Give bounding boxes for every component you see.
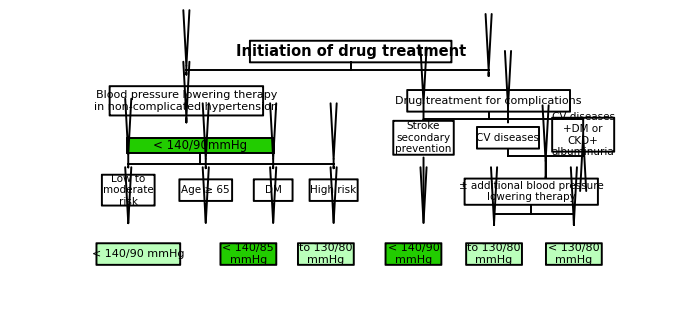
FancyBboxPatch shape	[102, 175, 155, 206]
FancyBboxPatch shape	[179, 179, 232, 201]
FancyBboxPatch shape	[310, 179, 358, 201]
Text: Initiation of drug treatment: Initiation of drug treatment	[236, 44, 466, 59]
Text: Stroke
secondary
prevention: Stroke secondary prevention	[395, 121, 451, 154]
FancyBboxPatch shape	[466, 243, 522, 265]
Text: to 130/80
mmHg: to 130/80 mmHg	[467, 243, 521, 265]
FancyBboxPatch shape	[110, 86, 263, 116]
FancyBboxPatch shape	[127, 138, 274, 153]
FancyBboxPatch shape	[552, 118, 614, 152]
Text: to 130/80
mmHg: to 130/80 mmHg	[299, 243, 353, 265]
FancyBboxPatch shape	[221, 243, 276, 265]
FancyBboxPatch shape	[386, 243, 441, 265]
Text: < 130/80
mmHg: < 130/80 mmHg	[548, 243, 599, 265]
Text: Low to
moderate
risk: Low to moderate risk	[103, 174, 153, 207]
FancyBboxPatch shape	[97, 243, 180, 265]
Text: < 140/90mmHg: < 140/90mmHg	[153, 139, 247, 152]
Text: CV diseases: CV diseases	[477, 133, 540, 143]
FancyBboxPatch shape	[250, 41, 451, 62]
Text: Blood pressure lowering therapy
in non-complicated hypertension: Blood pressure lowering therapy in non-c…	[95, 90, 278, 111]
FancyBboxPatch shape	[253, 179, 292, 201]
Text: < 140/85
mmHg: < 140/85 mmHg	[223, 243, 274, 265]
Text: < 140/90
mmHg: < 140/90 mmHg	[388, 243, 439, 265]
Text: High risk: High risk	[310, 185, 357, 195]
FancyBboxPatch shape	[464, 179, 598, 205]
Text: Drug treatment for complications: Drug treatment for complications	[395, 96, 582, 106]
FancyBboxPatch shape	[298, 243, 353, 265]
FancyBboxPatch shape	[393, 121, 453, 155]
Text: Age ≥ 65: Age ≥ 65	[182, 185, 230, 195]
Text: < 140/90 mmHg: < 140/90 mmHg	[92, 249, 184, 259]
FancyBboxPatch shape	[477, 127, 539, 149]
Text: DM: DM	[264, 185, 282, 195]
FancyBboxPatch shape	[546, 243, 602, 265]
FancyBboxPatch shape	[408, 90, 570, 111]
Text: CV diseases
+DM or
CKD+
albuminuria: CV diseases +DM or CKD+ albuminuria	[551, 112, 614, 157]
Text: ± additional blood pressure
lowering therapy: ± additional blood pressure lowering the…	[459, 181, 603, 203]
